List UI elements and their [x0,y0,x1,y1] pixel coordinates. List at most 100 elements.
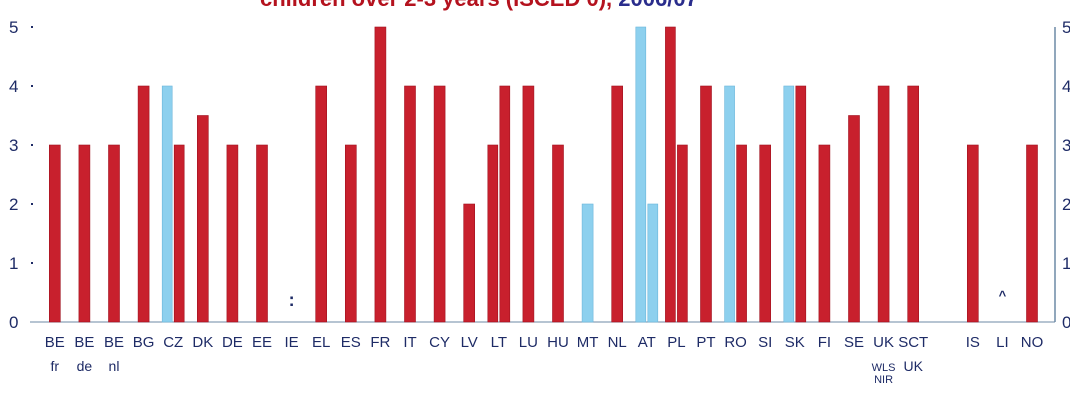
bar [315,85,328,323]
no-data-marker: : [289,290,295,310]
y-tick-label-right: 3 [1062,136,1070,155]
y-tick-label-left: 4 [9,77,18,96]
no-data-marker: ^ [999,288,1007,303]
x-tick-label: SCT [898,334,928,351]
bar [487,144,499,323]
bar [522,85,535,323]
y-tick-label-left: 1 [9,254,18,273]
bar [724,85,735,323]
y-tick-label-right: 0 [1062,313,1070,332]
chart-title-main: children over 2-3 years (ISCED 0), [260,0,612,11]
bar [137,85,150,323]
x-tick-sublabel: UK [903,358,923,374]
x-tick-label: IE [285,334,299,351]
bar [795,85,807,323]
x-tick-label: CZ [163,334,183,351]
x-tick-label: BE [74,334,94,351]
y-tick-mark-left [31,262,33,264]
bar [700,85,712,323]
bar [966,144,979,323]
bar [818,144,831,323]
x-tick-label: DK [192,334,213,351]
bar [635,26,647,323]
y-tick-label-right: 2 [1062,195,1070,214]
bar [161,85,173,323]
bar [108,144,120,323]
x-tick-label: FR [370,334,390,351]
x-tick-label: BE [104,334,124,351]
x-tick-label: HU [547,334,569,351]
bar [677,144,688,323]
x-tick-sublabel: fr [51,358,60,374]
bar [344,144,357,323]
x-tick-label: BG [133,334,155,351]
y-tick-label-left: 0 [9,313,18,332]
x-tick-label: LV [461,334,478,351]
x-tick-label: LT [491,334,507,351]
bar [665,26,676,323]
x-tick-label: ES [341,334,361,351]
x-tick-label: SE [844,334,864,351]
x-tick-label: IT [403,334,416,351]
bar [581,203,594,323]
y-tick-mark-left [31,85,33,87]
x-tick-label: PT [696,334,715,351]
chart-title: children over 2-3 years (ISCED 0), 2006/… [260,0,698,12]
bar [197,115,209,323]
bar [647,203,659,323]
x-tick-label: DE [222,334,243,351]
bar [499,85,511,323]
bar [611,85,624,323]
bar [173,144,185,323]
bar [759,144,772,323]
bar [226,144,239,323]
x-tick-sublabel: WLS [872,362,896,374]
x-tick-label: SK [785,334,805,351]
x-tick-label: SI [758,334,772,351]
y-tick-label-left: 2 [9,195,18,214]
chart-title-year: 2006/07 [618,0,698,11]
bar [374,26,387,323]
y-tick-label-left: 5 [9,18,18,37]
x-tick-label: LI [996,334,1009,351]
bar [48,144,61,323]
x-tick-label: BE [45,334,65,351]
x-tick-label: LU [519,334,538,351]
bar [877,85,890,323]
x-tick-label: RO [724,334,747,351]
x-tick-sublabel: de [77,358,93,374]
bar [848,115,860,323]
x-tick-label: NO [1021,334,1044,351]
x-tick-sublabel: NIR [874,374,893,386]
x-tick-label: UK [873,334,894,351]
y-tick-label-right: 1 [1062,254,1070,273]
bar [463,203,476,323]
x-tick-label: EL [312,334,330,351]
bar [1026,144,1038,323]
bar [78,144,91,323]
x-tick-label: NL [608,334,627,351]
y-tick-mark-left [31,203,33,205]
x-tick-label: IS [966,334,980,351]
bar [783,85,795,323]
y-tick-label-left: 3 [9,136,18,155]
bar [907,85,920,323]
x-tick-label: CY [429,334,450,351]
x-tick-label: FI [818,334,831,351]
bar [552,144,564,323]
x-tick-label: PL [667,334,685,351]
y-tick-label-right: 4 [1062,77,1070,96]
bar [433,85,446,323]
y-tick-mark-left [31,26,33,28]
y-tick-label-right: 5 [1062,18,1070,37]
x-tick-label: EE [252,334,272,351]
bar [256,144,268,323]
y-tick-mark-left [31,144,33,146]
x-tick-label: MT [577,334,599,351]
bar [736,144,747,323]
x-tick-sublabel: nl [109,358,120,374]
bar [404,85,416,323]
x-tick-label: AT [638,334,656,351]
